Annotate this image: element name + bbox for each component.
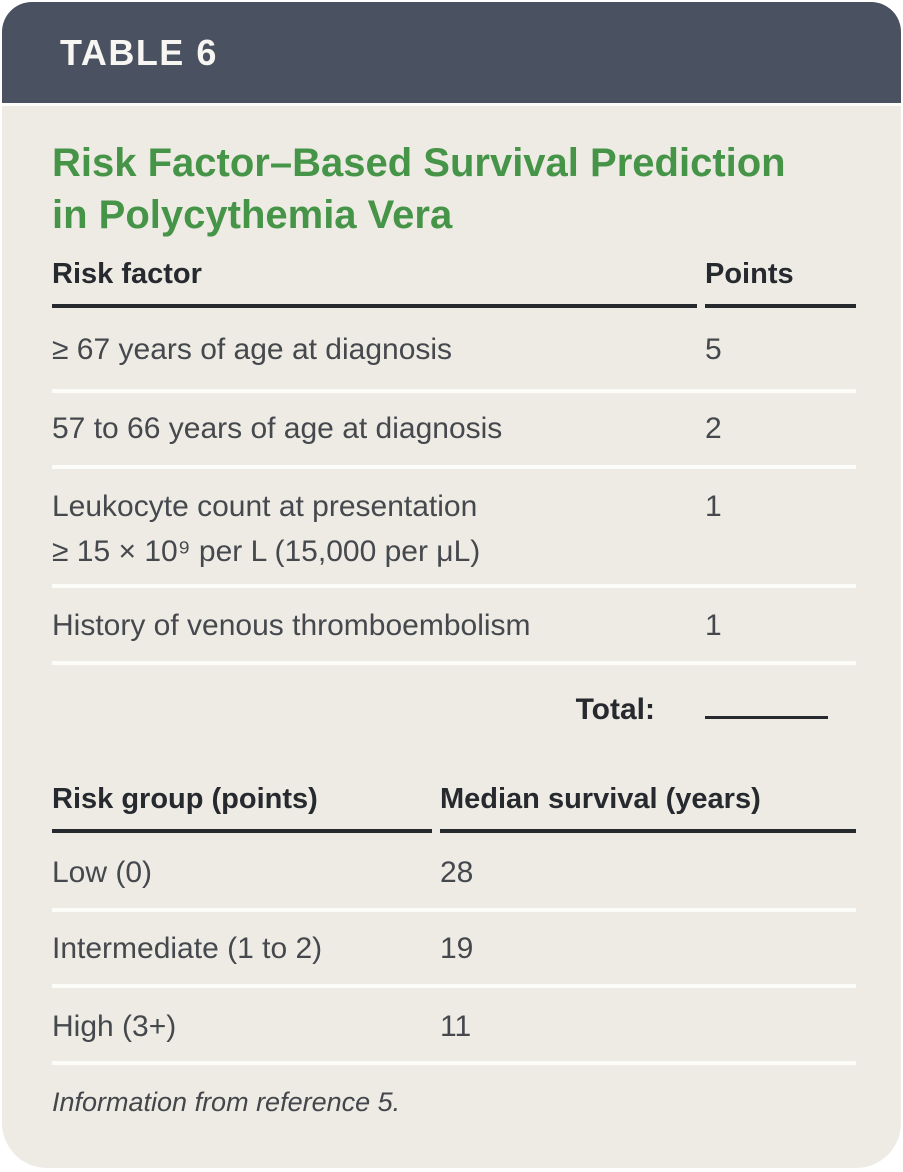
row-separator — [52, 389, 856, 393]
table-row: Intermediate (1 to 2) 19 — [52, 912, 856, 984]
table-row: High (3+) 11 — [52, 988, 856, 1061]
risk-group-cell: Low (0) — [52, 856, 153, 889]
row-separator — [52, 908, 856, 912]
table-header-bar: TABLE 6 — [2, 2, 901, 106]
risk-group-cell: High (3+) — [52, 1010, 177, 1043]
risk-factor-table: Risk factor Points ≥ 67 years of age at … — [52, 241, 856, 753]
risk-table-header-rule — [52, 304, 856, 308]
table-title-line2: in Polycythemia Vera — [52, 193, 453, 237]
row-separator — [52, 984, 856, 988]
survival-table: Risk group (points) Median survival (yea… — [52, 753, 856, 1065]
points-cell: 1 — [705, 609, 722, 642]
risk-factor-cell: 57 to 66 years of age at diagnosis — [52, 412, 503, 445]
source-footnote: Information from reference 5. — [52, 1087, 401, 1117]
table-row: Leukocyte count at presentation ≥ 15 × 1… — [52, 469, 856, 584]
table-row: ≥ 67 years of age at diagnosis 5 — [52, 308, 856, 389]
risk-group-column-header: Risk group (points) — [52, 783, 318, 815]
header-rule-segment — [440, 829, 856, 833]
total-label: Total: — [575, 693, 655, 726]
points-cell: 5 — [705, 333, 722, 366]
table-row: Low (0) 28 — [52, 833, 856, 908]
header-rule-segment — [705, 304, 856, 308]
header-rule-segment — [52, 829, 432, 833]
points-cell: 1 — [705, 490, 722, 523]
median-survival-column-header: Median survival (years) — [440, 783, 761, 815]
table-row: 57 to 66 years of age at diagnosis 2 — [52, 393, 856, 465]
risk-factor-cell: History of venous thromboembolism — [52, 609, 531, 642]
table-title: Risk Factor–Based Survival Prediction in… — [52, 137, 856, 241]
median-survival-cell: 19 — [440, 932, 474, 965]
table-row: History of venous thromboembolism 1 — [52, 588, 856, 661]
risk-group-cell: Intermediate (1 to 2) — [52, 932, 323, 965]
table-body: Risk Factor–Based Survival Prediction in… — [2, 137, 901, 1119]
row-separator — [52, 465, 856, 469]
total-blank-field — [705, 689, 828, 719]
row-separator — [52, 584, 856, 588]
table-number-label: TABLE 6 — [60, 31, 218, 73]
total-row: Total: — [52, 665, 856, 753]
risk-factor-cell: ≥ 67 years of age at diagnosis — [52, 333, 453, 366]
table-title-line1: Risk Factor–Based Survival Prediction — [52, 141, 786, 185]
median-survival-cell: 28 — [440, 856, 474, 889]
header-rule-segment — [52, 304, 697, 308]
survival-table-header-row: Risk group (points) Median survival (yea… — [52, 753, 856, 829]
median-survival-cell: 11 — [440, 1010, 472, 1043]
risk-factor-column-header: Risk factor — [52, 258, 202, 290]
row-separator — [52, 1061, 856, 1065]
risk-table-header-row: Risk factor Points — [52, 241, 856, 304]
survival-table-header-rule — [52, 829, 856, 833]
points-cell: 2 — [705, 412, 722, 445]
row-separator — [52, 661, 856, 665]
points-column-header: Points — [705, 258, 794, 290]
risk-factor-cell: Leukocyte count at presentation ≥ 15 × 1… — [52, 490, 481, 568]
